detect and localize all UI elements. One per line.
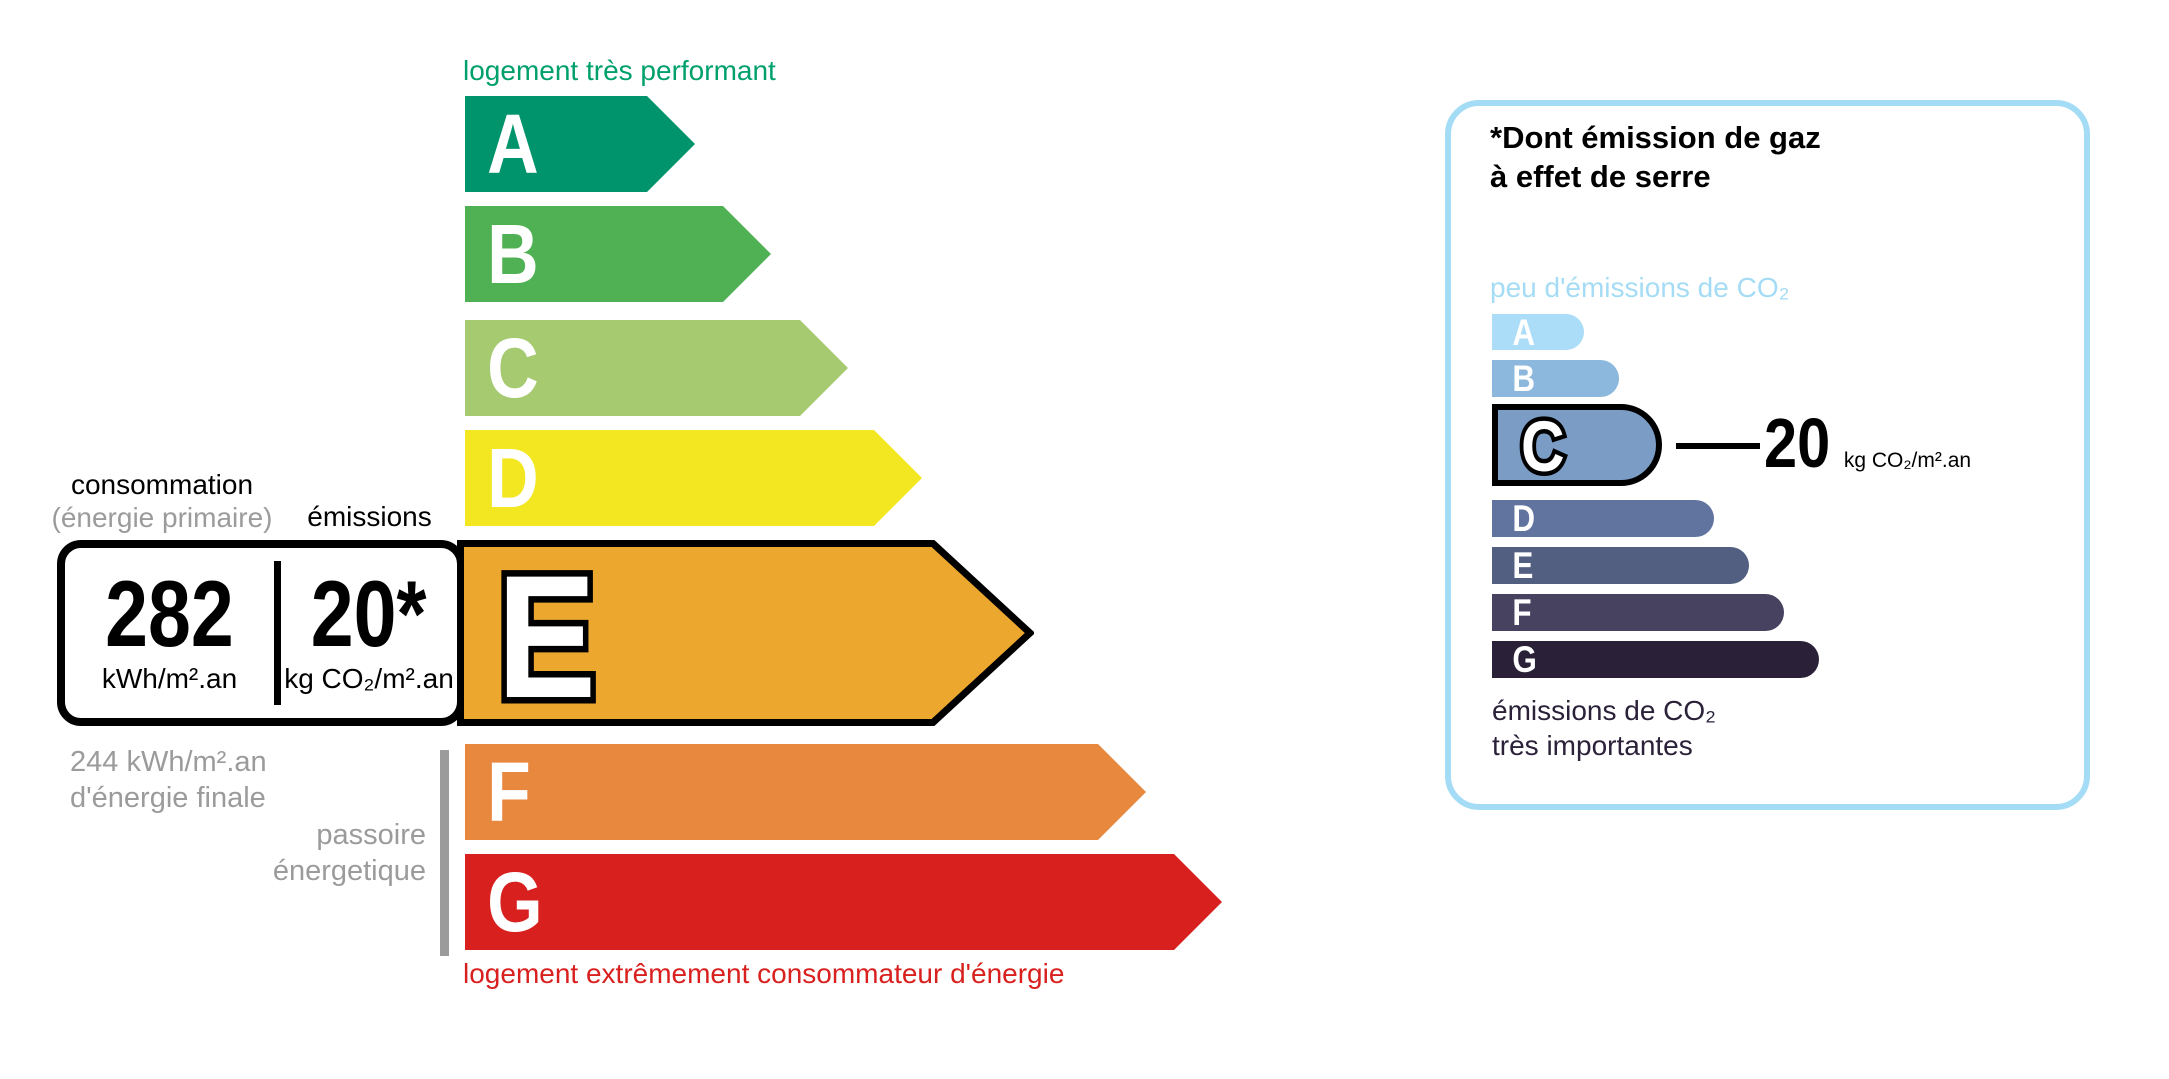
passoire-divider bbox=[440, 750, 449, 956]
co2-bar-b: B bbox=[1492, 360, 1619, 397]
co2-bar-d: D bbox=[1492, 500, 1714, 537]
co2-bar-c: C bbox=[1492, 404, 1662, 486]
energy-bar-b-letter: B bbox=[487, 207, 539, 301]
co2-value-unit: kg CO₂/m².an bbox=[1843, 449, 1972, 472]
co2-panel-title-line1: *Dont émission de gaz bbox=[1490, 120, 1821, 155]
energy-bar-c-letter: C bbox=[487, 321, 539, 415]
energy-bar-d-letter: D bbox=[487, 431, 539, 525]
co2-panel-title-line2: à effet de serre bbox=[1490, 159, 1711, 194]
final-energy-note-line1: 244 kWh/m².an bbox=[70, 746, 267, 778]
energy-value-cell: 282 kWh/m².an bbox=[65, 548, 274, 718]
passoire-label-line1: passoire bbox=[316, 819, 426, 851]
energy-value: 282 bbox=[105, 561, 234, 667]
co2-bar-a-letter: A bbox=[1512, 311, 1536, 353]
final-energy-note: 244 kWh/m².an d'énergie finale bbox=[70, 744, 267, 816]
co2-bar-f-letter: F bbox=[1512, 592, 1532, 633]
consumption-header: consommation (énergie primaire) bbox=[50, 468, 274, 534]
energy-bar-e-shape bbox=[457, 540, 1034, 726]
co2-value: 20 bbox=[1764, 404, 1831, 482]
emissions-header: émissions bbox=[307, 501, 432, 532]
energy-bar-c: C bbox=[465, 320, 848, 416]
co2-bottom-label-line1: émissions de CO₂ bbox=[1492, 695, 1717, 726]
consumption-header-main: consommation bbox=[70, 469, 254, 500]
co2-bottom-label: émissions de CO₂ très importantes bbox=[1492, 693, 1716, 763]
co2-bar-b-letter: B bbox=[1512, 358, 1536, 399]
co2-value-connector bbox=[1676, 443, 1760, 449]
consumption-header-sub: (énergie primaire) bbox=[51, 502, 273, 533]
co2-panel-title: *Dont émission de gaz à effet de serre bbox=[1490, 118, 1821, 196]
co2-top-label: peu d'émissions de CO₂ bbox=[1490, 272, 1790, 303]
passoire-label: passoire énergetique bbox=[180, 817, 426, 889]
energy-bar-e-letter: E bbox=[497, 540, 596, 726]
passoire-label-line2: énergetique bbox=[272, 855, 426, 887]
energy-bar-b: B bbox=[465, 206, 771, 302]
energy-bar-a-letter: A bbox=[487, 97, 539, 191]
energy-top-label: logement très performant bbox=[463, 55, 776, 86]
energy-bar-g-letter: G bbox=[487, 855, 543, 949]
co2-bar-g: G bbox=[1492, 641, 1819, 678]
emissions-unit: kg CO₂/m².an bbox=[284, 662, 454, 694]
co2-bar-c-letter-svg: C bbox=[1517, 410, 1569, 480]
co2-bar-a: A bbox=[1492, 311, 1584, 353]
co2-bar-c-letter: C bbox=[1521, 410, 1565, 480]
co2-bar-e: E bbox=[1492, 547, 1749, 584]
co2-bottom-label-line2: très importantes bbox=[1492, 730, 1693, 761]
energy-bar-a: A bbox=[465, 96, 695, 192]
co2-bar-f: F bbox=[1492, 594, 1784, 631]
emissions-value: 20* bbox=[311, 561, 427, 667]
energy-unit: kWh/m².an bbox=[101, 662, 238, 694]
final-energy-note-line2: d'énergie finale bbox=[70, 782, 266, 814]
energy-bar-g: G bbox=[465, 854, 1222, 950]
energy-bar-f: F bbox=[465, 744, 1146, 840]
value-box-divider bbox=[274, 561, 281, 705]
co2-bar-g-letter: G bbox=[1512, 639, 1537, 680]
consumption-value-box: 282 kWh/m².an 20* kg CO₂/m².an bbox=[57, 540, 465, 726]
co2-bar-d-letter: D bbox=[1512, 498, 1536, 539]
emissions-value-cell: 20* kg CO₂/m².an bbox=[281, 548, 457, 718]
energy-bar-d: D bbox=[465, 430, 922, 526]
energy-bar-e: E bbox=[457, 540, 1034, 726]
co2-value-group: 20 kg CO₂/m².an bbox=[1764, 408, 1971, 478]
energy-bottom-label: logement extrêmement consommateur d'éner… bbox=[463, 958, 1065, 989]
energy-bar-f-letter: F bbox=[487, 745, 531, 839]
co2-bar-e-letter: E bbox=[1512, 545, 1534, 586]
